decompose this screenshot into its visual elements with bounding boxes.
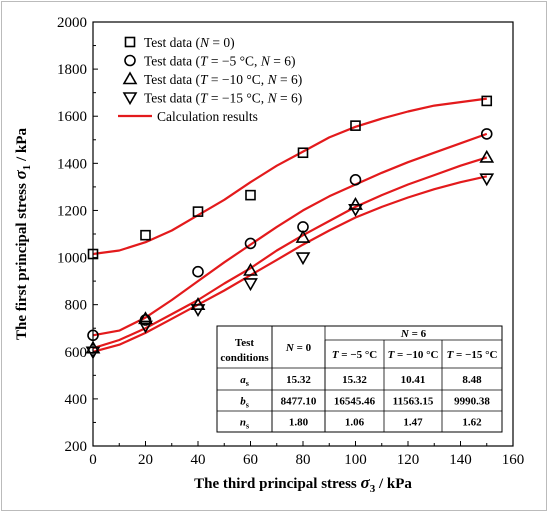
data-point-square	[245, 189, 256, 201]
y-tick-label: 1000	[57, 251, 87, 267]
x-tick-label: 140	[449, 452, 472, 468]
table-header-n0: N = 0	[285, 342, 312, 354]
legend-marker-triangle-down	[122, 92, 138, 106]
table-cell: 1.80	[289, 417, 309, 429]
legend-marker-circle	[124, 54, 136, 67]
parameter-table: Test conditions N = 0 N = 6 T = −5 °C T = −10…	[216, 325, 503, 433]
y-tick-label: 2000	[57, 15, 87, 31]
x-tick-label: 160	[502, 452, 525, 468]
table-cell: 16545.46	[334, 396, 376, 408]
table-cell: 15.32	[286, 374, 311, 386]
data-point-triangle-down	[190, 304, 206, 317]
tick-group: 0 20 40 60 80 100 120 140 160 200 400 600 800 1000 120…	[57, 15, 524, 468]
table-cell: 15.32	[342, 374, 367, 386]
y-tick-label: 400	[65, 392, 88, 408]
y-tick-label: 1200	[57, 203, 87, 219]
table-row-label: as	[240, 374, 249, 388]
data-point-square	[481, 95, 493, 107]
legend: Test data (N = 0) Test data (T = −5 °C, N…	[118, 35, 302, 124]
table-cell: 9990.38	[454, 396, 490, 408]
data-point-triangle-down	[138, 320, 153, 334]
legend-label: Test data (T = −15 °C, N = 6)	[144, 91, 302, 106]
data-point-triangle-down	[479, 173, 495, 187]
data-point-triangle-up	[138, 311, 153, 325]
data-point-circle	[349, 174, 362, 186]
y-axis-title: The first principal stress σ1 / kPa	[11, 128, 33, 340]
point-group	[85, 95, 495, 360]
data-point-square	[297, 147, 309, 159]
data-point-triangle-up	[190, 297, 206, 310]
table-row-label: ns	[240, 417, 249, 431]
table-row-label: bs	[240, 396, 249, 410]
legend-label: Test data (T = −10 °C, N = 6)	[144, 72, 302, 87]
x-tick-label: 60	[243, 452, 258, 468]
table-header-temp: T = −5 °C	[332, 349, 377, 361]
x-tick-label: 80	[296, 452, 311, 468]
x-axis-title: The third principal stress σ3 / kPa	[194, 473, 412, 495]
table-cell: 8.48	[462, 374, 482, 386]
data-point-triangle-up	[295, 229, 311, 243]
calculation-curve-2	[92, 132, 488, 337]
table-cell: 1.47	[403, 417, 423, 429]
data-point-square	[350, 120, 361, 131]
data-point-circle	[480, 128, 493, 140]
y-tick-label: 1800	[57, 62, 87, 78]
x-tick-label: 120	[397, 452, 420, 468]
x-tick-label: 20	[138, 452, 153, 468]
calculation-curve-3	[92, 156, 488, 350]
table-cell: 10.41	[401, 374, 426, 386]
table-cell: 1.06	[345, 417, 365, 429]
x-tick-label: 100	[344, 452, 367, 468]
legend-marker-triangle-up	[122, 71, 138, 85]
table-header-temp: T = −10 °C	[388, 349, 439, 361]
table-cell: 8477.10	[281, 396, 317, 408]
data-point-triangle-up	[243, 262, 258, 276]
table-header-test: Test	[235, 337, 254, 349]
y-tick-label: 1600	[57, 109, 87, 125]
table-header-conditions: conditions	[220, 352, 269, 364]
table-header-temp: T = −15 °C	[447, 349, 498, 361]
legend-marker-square	[124, 36, 136, 48]
y-tick-label: 600	[65, 345, 88, 361]
table-border	[216, 325, 503, 433]
legend-label: Test data (N = 0)	[144, 35, 235, 50]
data-point-triangle-up	[479, 149, 495, 163]
data-point-triangle-down	[243, 278, 258, 292]
data-point-circle	[192, 265, 204, 278]
table-header-n6: N = 6	[400, 328, 427, 340]
legend-curve-label: Calculation results	[157, 109, 258, 124]
data-point-triangle-down	[295, 252, 311, 266]
y-tick-label: 1400	[57, 156, 87, 172]
legend-label: Test data (T = −5 °C, N = 6)	[144, 54, 295, 69]
y-tick-label: 200	[65, 439, 88, 455]
x-tick-label: 40	[191, 452, 206, 468]
x-tick-label: 0	[89, 452, 97, 468]
data-point-square	[140, 229, 151, 241]
calculation-curve-1	[92, 97, 487, 256]
y-tick-label: 800	[65, 298, 88, 314]
table-cell: 11563.15	[393, 396, 434, 408]
data-point-triangle-up	[348, 196, 363, 210]
data-point-circle	[244, 237, 257, 250]
calculation-curve-4	[92, 175, 488, 353]
data-point-square	[192, 206, 204, 217]
curve-group	[92, 97, 488, 353]
table-cell: 1.62	[462, 417, 482, 429]
data-point-triangle-down	[348, 203, 363, 217]
